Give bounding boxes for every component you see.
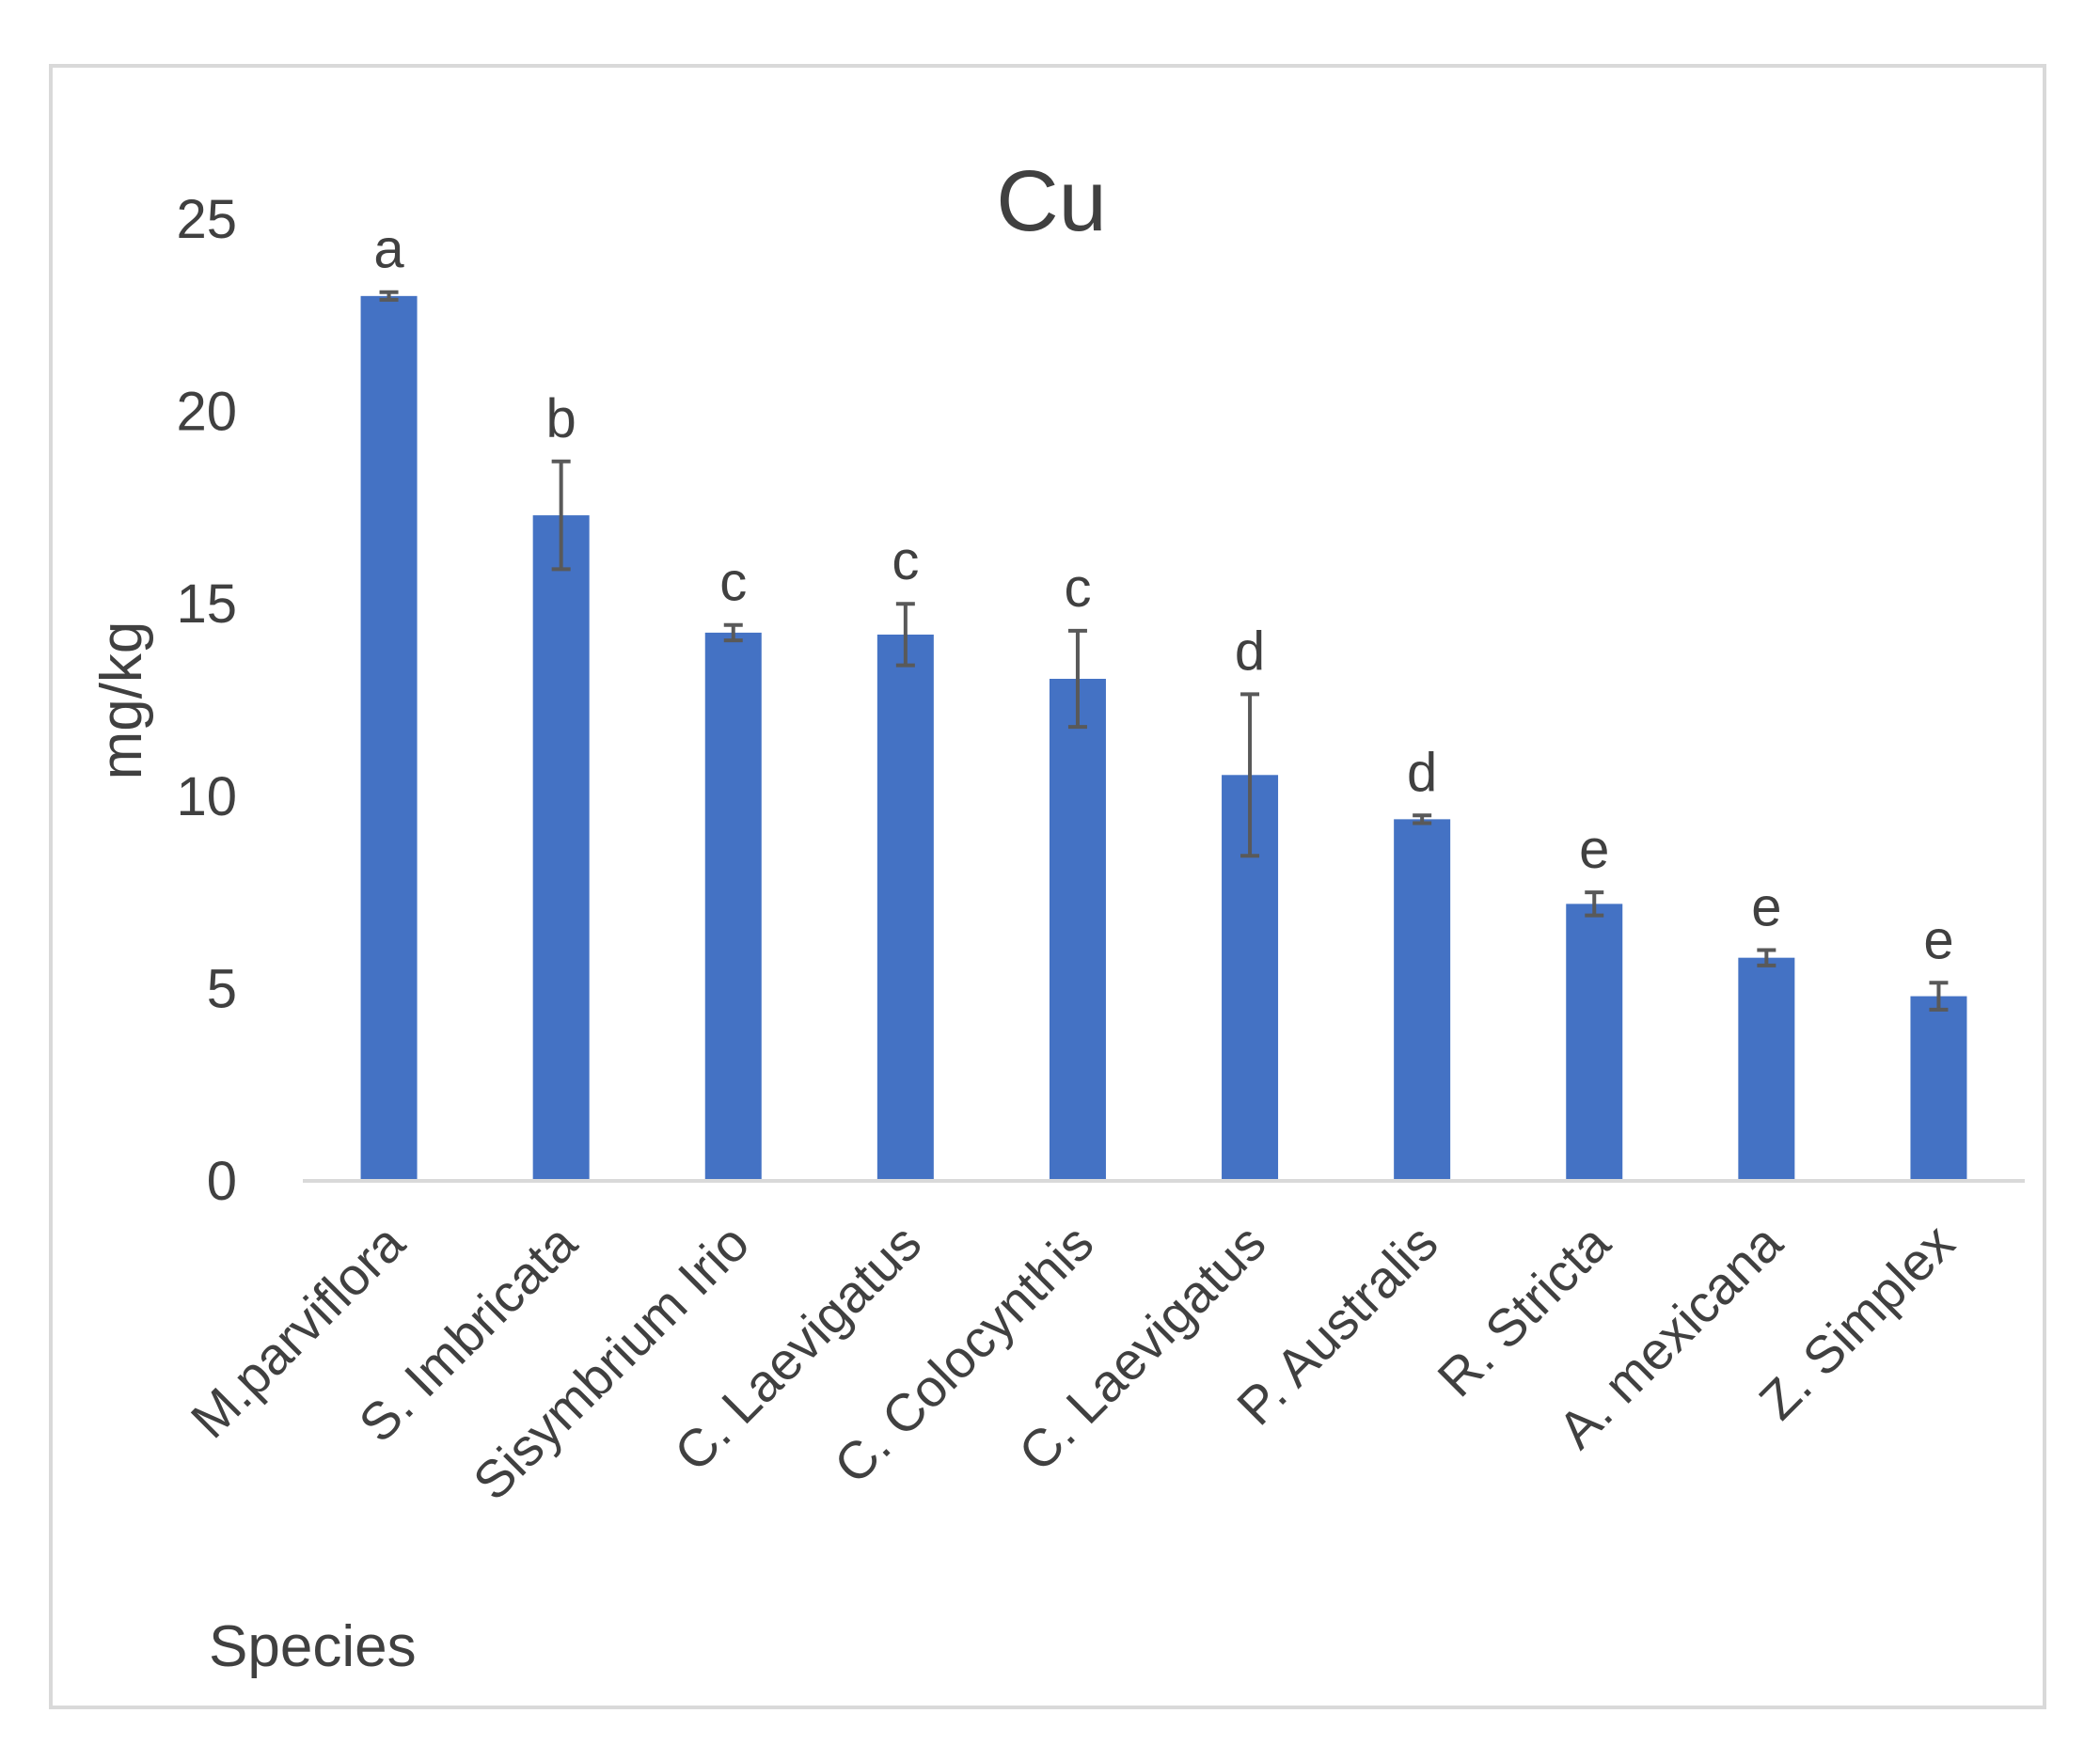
significance-label: e [1751, 876, 1781, 937]
x-axis-label: Species [209, 1614, 417, 1679]
bar [1394, 819, 1451, 1181]
bar [1738, 957, 1795, 1181]
significance-label: c [1064, 558, 1091, 619]
y-tick-label: 10 [176, 766, 237, 827]
bar [360, 295, 418, 1182]
bar [1566, 904, 1623, 1181]
significance-label: e [1579, 819, 1609, 880]
bar [532, 515, 590, 1181]
chart-title: Cu [996, 153, 1107, 249]
significance-label: c [892, 530, 919, 591]
y-axis-label: mg/kg [89, 621, 154, 780]
bar [704, 632, 762, 1181]
bar [876, 634, 934, 1181]
significance-label: d [1235, 621, 1265, 682]
y-tick-label: 20 [176, 382, 237, 443]
significance-label: c [719, 552, 747, 613]
significance-label: a [373, 219, 404, 280]
significance-label: d [1407, 742, 1437, 803]
bar [1049, 678, 1106, 1181]
y-tick-label: 5 [207, 958, 237, 1019]
bar [1910, 996, 1967, 1181]
y-tick-label: 15 [176, 574, 237, 635]
y-tick-label: 25 [176, 189, 237, 250]
y-tick-label: 0 [207, 1151, 237, 1212]
significance-label: b [546, 388, 576, 449]
significance-label: e [1923, 909, 1953, 970]
